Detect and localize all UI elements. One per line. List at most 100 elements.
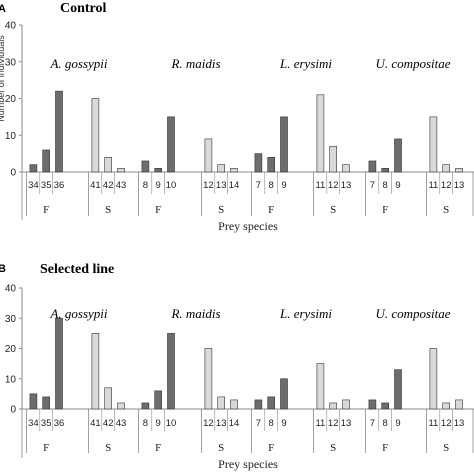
bar — [91, 333, 100, 410]
panel-letter: B — [0, 263, 6, 275]
category-label: 13 — [216, 180, 227, 191]
category-label: 9 — [395, 418, 400, 429]
bar — [381, 168, 390, 173]
group-label: F — [382, 204, 388, 216]
y-tick-label: 10 — [5, 374, 17, 385]
group-label: F — [155, 204, 161, 216]
category-label: 10 — [166, 180, 177, 191]
category-label: 7 — [256, 418, 261, 429]
bar — [280, 116, 288, 173]
y-tick-label: 10 — [5, 131, 17, 142]
category-label: 8 — [269, 418, 274, 429]
category-label: 34 — [28, 418, 39, 429]
bar — [117, 168, 125, 173]
bar — [381, 402, 390, 410]
bar — [280, 378, 288, 410]
group-label: S — [105, 204, 111, 216]
bar — [230, 399, 238, 410]
category-label: 12 — [441, 418, 452, 429]
bar — [316, 363, 325, 410]
bar — [329, 145, 338, 173]
group-label: S — [330, 204, 336, 216]
species-label: U. compositae — [375, 306, 450, 321]
bar — [104, 387, 112, 410]
category-label: 43 — [116, 180, 127, 191]
y-tick-label: 0 — [10, 405, 16, 416]
category-label: 8 — [383, 180, 388, 191]
bar — [91, 98, 100, 173]
bar — [117, 402, 125, 410]
bar — [204, 348, 213, 410]
group-label: F — [43, 442, 49, 454]
species-label: L. erysimi — [279, 56, 332, 71]
category-label: 8 — [143, 418, 148, 429]
bar — [167, 333, 175, 410]
bar — [55, 90, 63, 173]
category-label: 7 — [370, 180, 375, 191]
category-label: 43 — [116, 418, 127, 429]
bar — [254, 153, 263, 173]
bar — [42, 149, 51, 173]
category-label: 14 — [229, 418, 240, 429]
bar — [342, 164, 350, 173]
bar — [394, 138, 402, 173]
panel-title: Selected line — [40, 262, 114, 277]
y-tick-label: 40 — [5, 284, 17, 295]
y-tick-label: 30 — [5, 57, 17, 68]
group-label: S — [218, 442, 224, 454]
bar — [267, 396, 276, 410]
category-label: 12 — [441, 180, 452, 191]
bar — [29, 393, 38, 410]
bar — [204, 138, 213, 173]
bar — [368, 399, 377, 410]
category-label: 42 — [103, 418, 114, 429]
species-label: R. maidis — [170, 56, 220, 71]
category-label: 42 — [103, 180, 114, 191]
y-tick-label: 40 — [5, 21, 17, 32]
category-label: 9 — [156, 418, 161, 429]
bar — [141, 160, 150, 173]
category-label: 11 — [315, 418, 325, 429]
group-label: F — [268, 204, 274, 216]
category-label: 41 — [90, 180, 101, 191]
category-label: 35 — [41, 418, 52, 429]
bar — [167, 116, 175, 173]
x-axis-label: Prey species — [218, 457, 278, 471]
bar — [29, 164, 38, 173]
group-label: S — [330, 442, 336, 454]
category-label: 35 — [41, 180, 52, 191]
bar — [455, 399, 463, 410]
category-label: 13 — [341, 418, 352, 429]
bar — [394, 369, 402, 410]
group-label: F — [155, 442, 161, 454]
category-label: 12 — [328, 180, 339, 191]
group-label: S — [443, 204, 449, 216]
category-label: 9 — [281, 418, 286, 429]
category-label: 13 — [454, 418, 465, 429]
category-label: 8 — [383, 418, 388, 429]
group-label: S — [443, 442, 449, 454]
bar — [55, 317, 63, 410]
category-label: 10 — [166, 418, 177, 429]
group-label: F — [43, 204, 49, 216]
y-tick-label: 0 — [10, 168, 16, 179]
y-tick-label: 20 — [5, 344, 17, 355]
bar — [254, 399, 263, 410]
bar — [442, 402, 451, 410]
bar — [230, 168, 238, 173]
category-label: 11 — [315, 180, 325, 191]
bar — [104, 157, 112, 173]
y-axis-label: Number of individuals — [0, 35, 6, 122]
panel-letter: A — [0, 3, 6, 15]
category-label: 36 — [54, 180, 65, 191]
bar — [329, 402, 338, 410]
category-label: 8 — [143, 180, 148, 191]
group-label: S — [218, 204, 224, 216]
bar — [368, 160, 377, 173]
category-label: 9 — [281, 180, 286, 191]
bar — [267, 157, 276, 173]
category-label: 41 — [90, 418, 101, 429]
category-label: 11 — [428, 180, 438, 191]
y-tick-label: 30 — [5, 314, 17, 325]
